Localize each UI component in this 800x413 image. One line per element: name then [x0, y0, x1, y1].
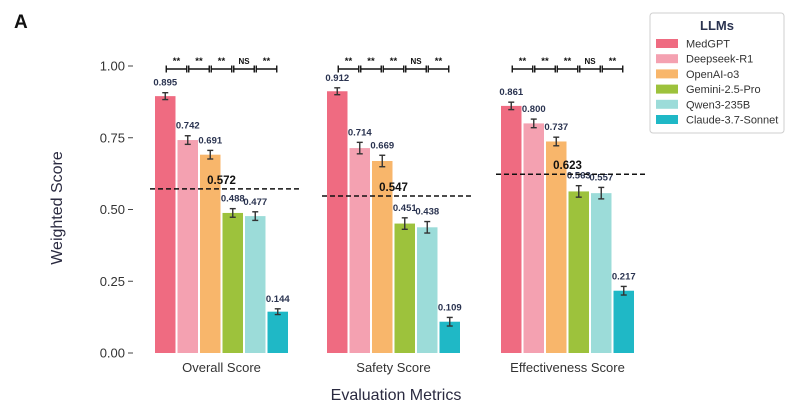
legend-item: Gemini-2.5-Pro: [656, 84, 761, 96]
y-axis: 0.00 0.25 0.50 0.75 1.00: [100, 59, 133, 361]
legend-swatch: [656, 39, 678, 48]
y-axis-title: Weighted Score: [49, 151, 66, 265]
x-tick-label: Effectiveness Score: [510, 360, 625, 375]
significance-label: **: [541, 56, 549, 67]
bar: [394, 223, 415, 353]
legend-swatch: [656, 54, 678, 64]
bar: [327, 91, 348, 354]
significance-label: **: [435, 56, 443, 67]
value-label: 0.895: [153, 78, 177, 89]
y-tick-label: 1.00: [100, 59, 125, 74]
bar: [267, 311, 288, 353]
bar: [613, 290, 634, 353]
legend-swatch: [656, 69, 678, 79]
significance-label: **: [263, 56, 271, 67]
legend-title: LLMs: [700, 18, 734, 33]
bar: [222, 212, 243, 353]
legend-label: Deepseek-R1: [686, 54, 753, 66]
bar: [591, 193, 612, 353]
significance-label: **: [173, 56, 181, 67]
mean-label: 0.547: [379, 182, 408, 194]
significance-label: NS: [584, 57, 596, 66]
y-tick-label: 0.25: [100, 274, 125, 289]
value-label: 0.737: [544, 122, 568, 133]
panel-letter: A: [14, 12, 28, 33]
value-label: 0.861: [499, 87, 523, 98]
significance-label: NS: [410, 57, 422, 66]
value-label: 0.557: [589, 172, 613, 183]
x-axis-title: Evaluation Metrics: [331, 387, 462, 404]
value-label: 0.714: [348, 127, 372, 138]
bar: [200, 154, 221, 353]
value-label: 0.144: [266, 294, 290, 305]
bar: [546, 141, 567, 353]
significance-label: **: [195, 56, 203, 67]
value-label: 0.109: [438, 302, 462, 313]
bar: [155, 96, 176, 353]
value-label: 0.488: [221, 194, 245, 205]
legend: LLMs MedGPT Deepseek-R1 OpenAI-o3 Gemini-2.…: [649, 12, 785, 134]
significance-label: NS: [238, 57, 250, 66]
value-label: 0.477: [243, 197, 267, 208]
bar: [417, 227, 438, 353]
significance-label: **: [367, 56, 375, 67]
bar: [523, 123, 544, 354]
x-axis: Overall Score Safety Score Effectiveness S…: [182, 360, 625, 375]
significance-label: **: [218, 56, 226, 67]
value-label: 0.438: [415, 207, 439, 218]
legend-item: Claude-3.7-Sonnet: [656, 115, 778, 127]
legend-item: Deepseek-R1: [656, 54, 753, 66]
legend-item: MedGPT: [656, 39, 730, 51]
bar: [349, 148, 370, 353]
value-label: 0.742: [176, 121, 200, 132]
bar: [177, 140, 198, 353]
legend-items: MedGPT Deepseek-R1 OpenAI-o3 Gemini-2.5-Pro…: [656, 39, 778, 127]
value-label: 0.563: [567, 171, 591, 182]
y-tick-label: 0.00: [100, 346, 125, 361]
bar: [245, 216, 266, 353]
mean-label: 0.572: [207, 175, 236, 187]
bar: [372, 160, 393, 353]
significance-label: **: [519, 56, 527, 67]
bar: [439, 321, 460, 353]
value-label: 0.912: [325, 73, 349, 84]
legend-swatch: [656, 99, 678, 109]
bar: [568, 191, 589, 353]
legend-label: Gemini-2.5-Pro: [686, 84, 761, 96]
mean-label: 0.623: [553, 160, 582, 172]
value-label: 0.217: [612, 271, 636, 282]
legend-label: Claude-3.7-Sonnet: [686, 115, 778, 127]
legend-label: MedGPT: [686, 39, 730, 51]
legend-box: [649, 12, 785, 134]
significance-label: **: [564, 56, 572, 67]
value-label: 0.800: [522, 104, 546, 115]
legend-label: Qwen3-235B: [686, 99, 750, 111]
bar: [501, 105, 522, 353]
significance-label: **: [345, 56, 353, 67]
legend-label: OpenAI-o3: [686, 69, 739, 81]
significance-label: **: [609, 56, 617, 67]
legend-swatch: [656, 84, 678, 94]
y-tick-label: 0.50: [100, 202, 125, 217]
value-label: 0.691: [198, 135, 222, 146]
y-tick-label: 0.75: [100, 130, 125, 145]
value-label: 0.451: [393, 203, 417, 214]
legend-item: OpenAI-o3: [656, 69, 739, 81]
legend-swatch: [656, 115, 678, 124]
legend-item: Qwen3-235B: [656, 99, 750, 111]
x-tick-label: Safety Score: [356, 360, 430, 375]
value-label: 0.669: [370, 140, 394, 151]
significance-label: **: [390, 56, 398, 67]
x-tick-label: Overall Score: [182, 360, 261, 375]
